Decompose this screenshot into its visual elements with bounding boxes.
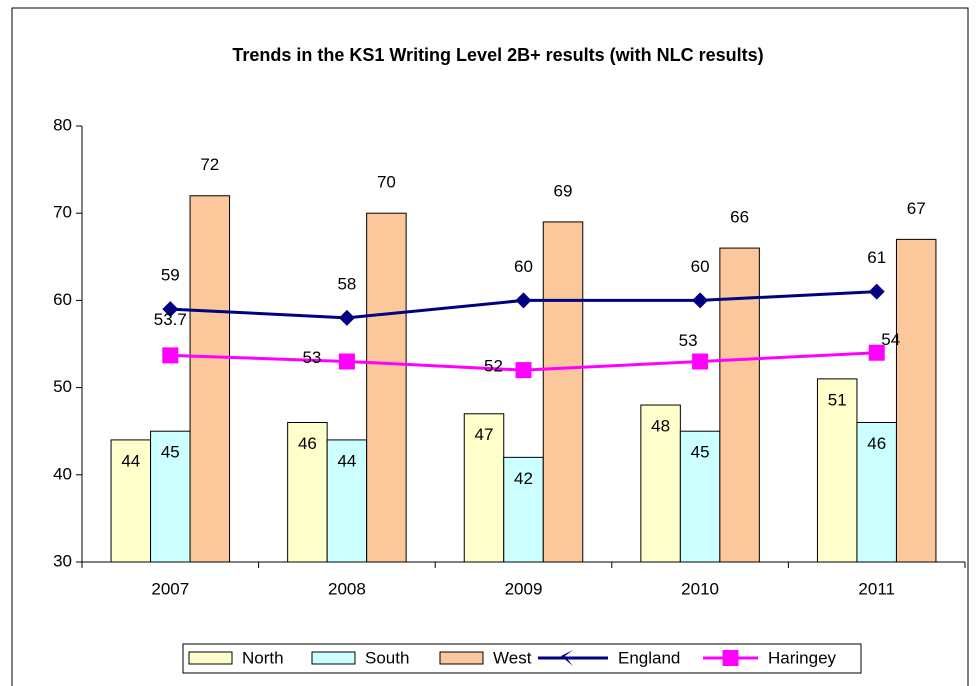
legend-label: England — [618, 648, 680, 667]
marker — [515, 292, 532, 309]
bar — [110, 439, 152, 563]
data-label: 52 — [484, 357, 503, 376]
bar — [463, 413, 505, 563]
data-label: 46 — [867, 434, 886, 453]
bar — [287, 421, 328, 563]
marker — [338, 309, 355, 326]
data-label: 61 — [867, 248, 886, 267]
marker — [162, 301, 179, 318]
data-label: 58 — [337, 274, 356, 293]
marker — [868, 283, 885, 300]
x-tick-label: 2009 — [505, 579, 543, 598]
bar — [679, 430, 721, 563]
marker — [338, 353, 355, 370]
chart-frame — [11, 7, 969, 686]
data-label: 53 — [302, 348, 321, 367]
x-tick-label: 2011 — [858, 579, 895, 598]
data-label: 44 — [337, 451, 356, 470]
x-tick-label: 2010 — [681, 579, 719, 598]
data-label: 51 — [828, 390, 847, 409]
data-label: 59 — [161, 266, 180, 285]
y-tick-label: 80 — [53, 115, 72, 134]
y-tick-label: 60 — [53, 290, 72, 309]
x-tick-label: 2007 — [151, 579, 189, 598]
data-label: 53 — [679, 331, 698, 350]
bar — [542, 221, 584, 563]
data-label: 60 — [691, 257, 710, 276]
y-tick-label: 70 — [53, 203, 72, 222]
data-label: 70 — [377, 173, 396, 192]
legend-label: North — [242, 648, 284, 667]
marker — [868, 344, 885, 361]
marker — [692, 292, 709, 309]
data-label: 69 — [554, 181, 573, 200]
bar — [895, 238, 937, 563]
marker — [515, 362, 532, 379]
data-label: 66 — [730, 208, 749, 227]
bar — [189, 195, 231, 563]
data-label: 60 — [514, 257, 533, 276]
data-label: 48 — [651, 417, 670, 436]
data-label: 47 — [475, 425, 494, 444]
data-label: 72 — [200, 155, 219, 174]
chart-title: Trends in the KS1 Writing Level 2B+ resu… — [232, 45, 763, 65]
bar — [816, 378, 858, 563]
y-tick-label: 50 — [53, 377, 72, 396]
data-label: 46 — [298, 434, 317, 453]
data-label: 53.7 — [154, 310, 187, 329]
legend-label: Haringey — [768, 648, 837, 667]
x-tick-label: 2008 — [328, 579, 366, 598]
bar — [326, 439, 368, 563]
legend-swatch — [188, 651, 233, 665]
bar — [366, 212, 407, 563]
legend-swatch — [439, 651, 484, 665]
legend-label: West — [493, 648, 532, 667]
data-label: 44 — [121, 451, 140, 470]
marker — [162, 347, 179, 364]
marker — [692, 353, 709, 370]
legend-marker — [722, 650, 739, 666]
data-label: 45 — [691, 443, 710, 462]
data-label: 67 — [907, 199, 926, 218]
data-label: 54 — [881, 330, 900, 349]
y-tick-label: 30 — [53, 551, 72, 570]
legend-label: South — [365, 648, 409, 667]
legend-swatch — [311, 651, 356, 665]
legend-marker — [561, 650, 573, 666]
y-tick-label: 40 — [53, 464, 72, 483]
data-label: 45 — [161, 443, 180, 462]
data-label: 42 — [514, 469, 533, 488]
bar — [719, 247, 760, 563]
